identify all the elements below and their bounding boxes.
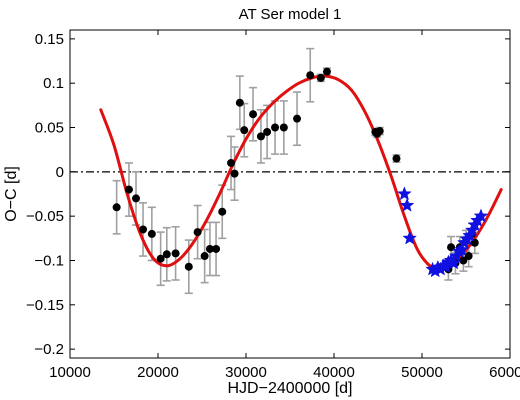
data-point: [235, 98, 244, 107]
data-point: [256, 132, 265, 141]
x-tick-label: 40000: [313, 364, 355, 381]
star-marker: [473, 208, 489, 223]
x-tick-label: 20000: [137, 364, 179, 381]
data-point: [147, 229, 156, 238]
ticks-layer: 10000 20000 30000 40000 50000 60000 −0.2 −0.15 −…: [26, 30, 520, 381]
data-point: [263, 127, 272, 136]
x-tick-label: 10000: [49, 364, 91, 381]
data-point: [249, 110, 258, 119]
y-tick-label: 0.15: [35, 31, 64, 48]
data-point: [392, 154, 401, 163]
x-tick-label: 30000: [225, 364, 267, 381]
data-point: [162, 250, 171, 259]
data-point: [124, 185, 133, 194]
x-tick-label: 50000: [401, 364, 443, 381]
star-marker: [402, 230, 418, 245]
y-tick-label: 0: [56, 164, 64, 181]
data-point: [139, 225, 148, 234]
y-tick-label: −0.15: [26, 297, 64, 314]
data-point: [293, 114, 302, 123]
y-tick-label: −0.2: [34, 341, 64, 358]
data-point: [184, 262, 193, 271]
data-point: [193, 228, 202, 237]
data-point: [271, 123, 280, 132]
data-point: [171, 249, 180, 258]
data-point: [132, 194, 140, 203]
data-point: [306, 71, 315, 80]
data-point: [375, 127, 384, 136]
data-point: [322, 67, 331, 76]
data-point: [200, 252, 209, 261]
y-tick-label: −0.05: [26, 208, 64, 225]
data-point: [212, 244, 221, 253]
data-point: [218, 207, 227, 216]
data-point: [464, 252, 473, 261]
data-point: [205, 244, 214, 253]
data-point: [230, 169, 239, 178]
data-point: [279, 123, 288, 132]
data-point: [112, 203, 121, 212]
plot-frame: [69, 29, 511, 359]
y-axis-label: O−C [d]: [3, 166, 20, 222]
data-point: [156, 254, 165, 263]
y-tick-label: 0.05: [35, 120, 64, 137]
data-point: [227, 158, 236, 167]
chart-title: AT Ser model 1: [239, 6, 342, 23]
data-layer: [70, 47, 510, 295]
data-point: [240, 126, 249, 135]
data-point: [459, 256, 468, 265]
y-tick-label: −0.1: [34, 252, 64, 269]
x-tick-label: 60000: [489, 364, 520, 381]
star-marker: [399, 197, 415, 212]
star-marker: [397, 186, 412, 201]
data-point: [316, 73, 325, 82]
x-axis-label: HJD−2400000 [d]: [228, 380, 353, 397]
y-tick-label: 0.1: [43, 75, 64, 92]
